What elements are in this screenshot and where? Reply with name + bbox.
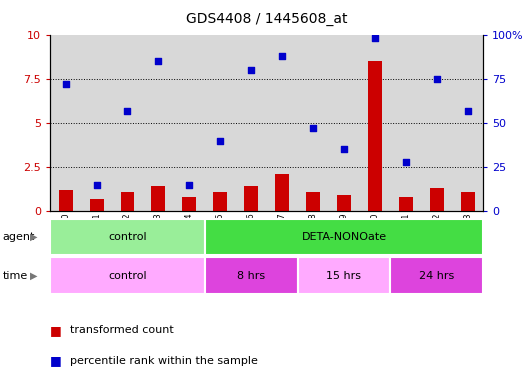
Point (123, 108, 131, 114)
Bar (50, 35, 81, 211)
Point (340, 146, 348, 152)
Bar (205, 35, 235, 211)
Bar (390, 257, 483, 294)
Text: DETA-NONOate: DETA-NONOate (301, 232, 386, 242)
Bar (328, 35, 360, 211)
Bar (421, 35, 452, 211)
Bar (81, 35, 112, 211)
Text: GDS4408 / 1445608_at: GDS4408 / 1445608_at (186, 12, 347, 25)
Bar (174, 35, 205, 211)
Text: 24 hrs: 24 hrs (419, 270, 455, 281)
Bar (298, 257, 390, 294)
Bar (182, 197, 196, 211)
Bar (306, 192, 320, 211)
Text: ■: ■ (50, 324, 62, 337)
Bar (50, 257, 205, 294)
Bar (390, 35, 421, 211)
Point (278, 53, 286, 59)
Point (402, 159, 410, 165)
Bar (205, 257, 298, 294)
Point (216, 137, 224, 144)
Text: ▶: ▶ (30, 270, 37, 281)
Text: transformed count: transformed count (70, 325, 174, 335)
Point (154, 58, 163, 64)
Bar (205, 219, 483, 255)
Bar (452, 35, 483, 211)
Bar (430, 188, 444, 211)
Point (464, 108, 472, 114)
Text: ■: ■ (50, 354, 62, 367)
Text: time: time (3, 270, 28, 281)
Text: 8 hrs: 8 hrs (237, 270, 265, 281)
Bar (461, 192, 475, 211)
Point (92, 182, 101, 188)
Text: ▶: ▶ (30, 232, 37, 242)
Bar (244, 187, 258, 211)
Bar (120, 192, 135, 211)
Bar (337, 195, 351, 211)
Text: agent: agent (3, 232, 35, 242)
Bar (267, 35, 298, 211)
Point (309, 125, 317, 131)
Bar (298, 35, 328, 211)
Text: control: control (108, 232, 147, 242)
Bar (152, 187, 165, 211)
Bar (143, 35, 174, 211)
Bar (360, 35, 390, 211)
Bar (368, 61, 382, 211)
Bar (59, 190, 72, 211)
Bar (275, 174, 289, 211)
Point (432, 76, 441, 82)
Text: percentile rank within the sample: percentile rank within the sample (70, 356, 258, 366)
Bar (50, 219, 205, 255)
Point (185, 182, 194, 188)
Text: 15 hrs: 15 hrs (326, 270, 362, 281)
Bar (213, 192, 227, 211)
Point (247, 67, 256, 73)
Bar (399, 197, 413, 211)
Bar (112, 35, 143, 211)
Text: control: control (108, 270, 147, 281)
Point (371, 35, 379, 41)
Point (61, 81, 70, 87)
Bar (90, 199, 103, 211)
Bar (235, 35, 267, 211)
